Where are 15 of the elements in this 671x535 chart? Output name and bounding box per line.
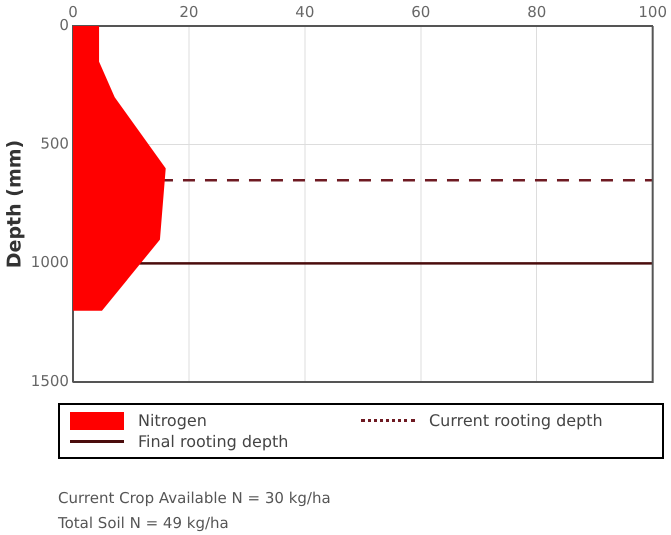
y-axis-title: Depth (mm) (3, 140, 26, 268)
legend-label: Final rooting depth (138, 432, 288, 451)
y-tick-label: 1000 (30, 253, 69, 272)
x-tick-label: 100 (638, 2, 668, 21)
legend-label: Current rooting depth (429, 411, 603, 430)
x-tick-label: 40 (295, 2, 314, 21)
text: Current Crop Available N = 30 kg/ha (58, 488, 331, 509)
y-tick-label: 1500 (30, 372, 69, 390)
x-tick-label: 60 (411, 2, 430, 21)
y-tick-label: 0 (59, 16, 69, 34)
x-tick-label: 20 (179, 2, 198, 21)
text: Total Soil N = 49 kg/ha (58, 513, 230, 534)
y-tick-label: 500 (40, 134, 69, 153)
x-tick-label: 80 (527, 2, 546, 21)
legend-label: Nitrogen (138, 411, 207, 430)
